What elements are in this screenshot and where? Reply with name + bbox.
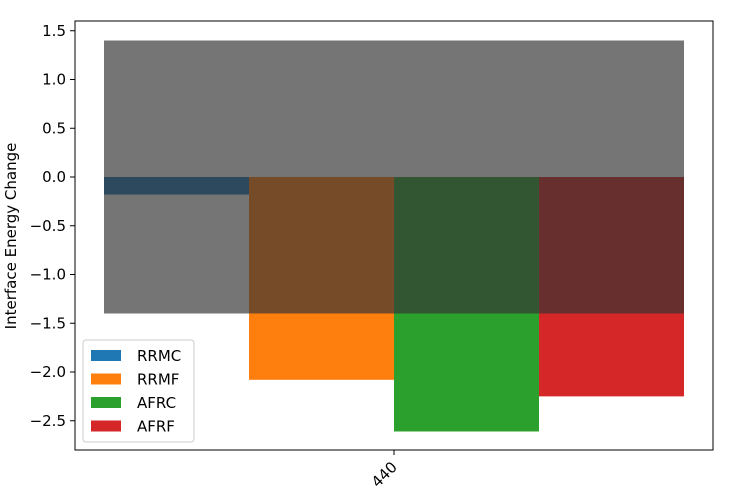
legend-label-rrmc: RRMC: [137, 347, 181, 365]
y-tick-label: −2.5: [30, 412, 66, 430]
legend-label-afrf: AFRF: [137, 418, 175, 436]
legend-swatch-rrmc: [91, 350, 121, 361]
y-tick-label: 1.0: [42, 71, 66, 89]
legend-label-afrc: AFRC: [137, 394, 176, 412]
overlay-band: [104, 40, 684, 314]
y-tick-label: 0.5: [42, 119, 66, 137]
legend-swatch-afrc: [91, 397, 121, 408]
overlay-band-layer: [104, 40, 684, 314]
y-tick-label: 1.5: [42, 22, 66, 40]
legend-swatch-afrf: [91, 420, 121, 432]
legend-box: [82, 339, 195, 443]
y-axis-label: Interface Energy Change: [2, 143, 20, 330]
y-tick-label: −1.0: [30, 266, 66, 284]
y-tick-label: 0.0: [42, 168, 66, 186]
y-axis: 1.5 1.0 0.5 0.0 −0.5 −1.0 −1.5 −2.0 −2.5: [30, 22, 75, 430]
legend-label-rrmf: RRMF: [137, 371, 179, 389]
y-tick-label: −0.5: [30, 217, 66, 235]
legend: RRMC RRMF AFRC AFRF: [82, 339, 195, 443]
y-tick-label: −1.5: [30, 314, 66, 332]
legend-swatch-rrmf: [91, 373, 121, 385]
y-tick-label: −2.0: [30, 363, 66, 381]
